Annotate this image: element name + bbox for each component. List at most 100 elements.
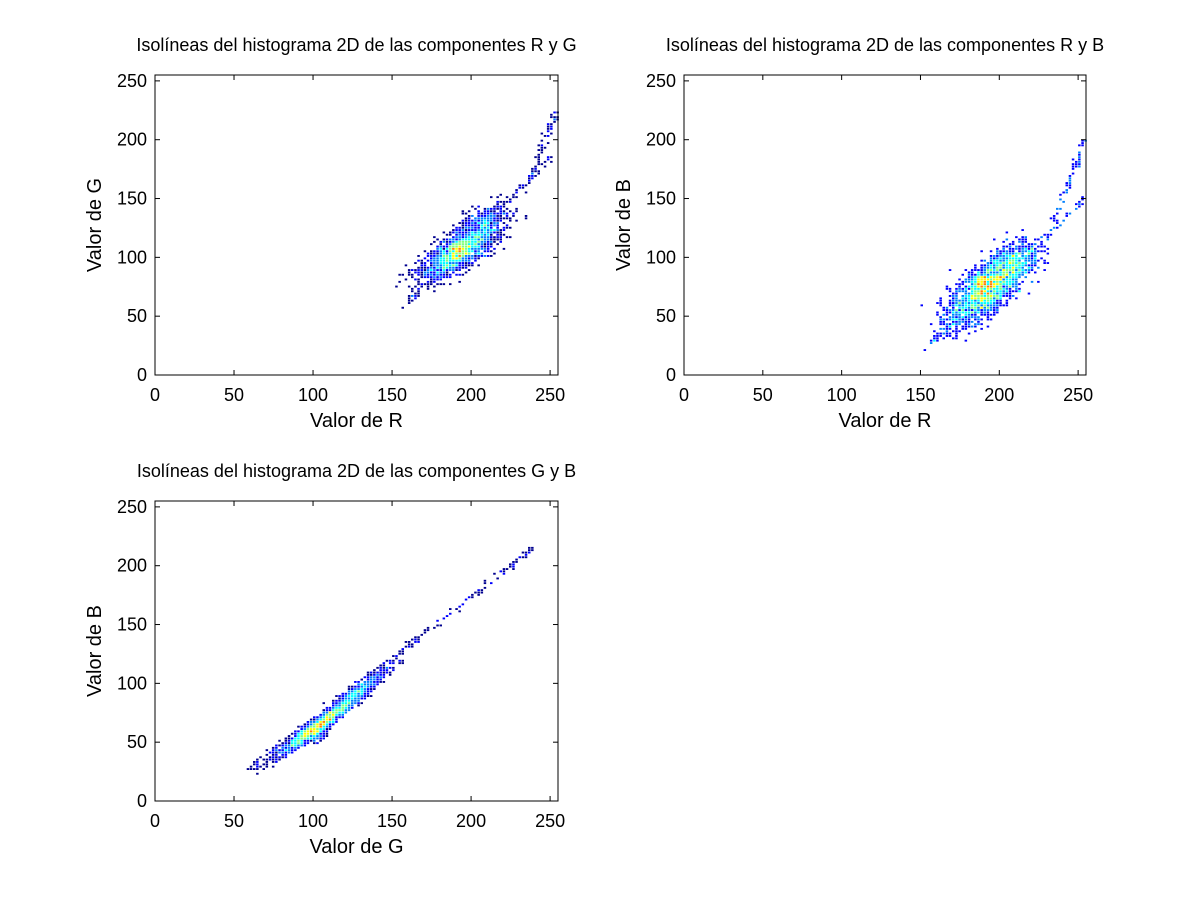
heatmap-cell	[543, 135, 547, 137]
heatmap-cell	[923, 349, 927, 351]
heatmap-cell	[449, 273, 452, 276]
heatmap-cell	[509, 200, 512, 203]
heatmap-cell	[341, 713, 344, 716]
heatmap-cell	[945, 309, 949, 311]
heatmap-cell	[486, 240, 490, 243]
heatmap-cell	[974, 280, 977, 283]
heatmap-cell	[974, 316, 977, 319]
heatmap-cell	[1005, 292, 1009, 295]
heatmap-cell	[313, 739, 316, 742]
heatmap-cell	[461, 257, 465, 260]
heatmap-cell	[1005, 290, 1009, 293]
heatmap-cell	[322, 709, 325, 712]
heatmap-cell	[983, 285, 986, 288]
heatmap-cell	[464, 271, 468, 274]
heatmap-cell	[986, 302, 990, 304]
heatmap-cell	[249, 765, 253, 768]
heatmap-cell	[499, 215, 502, 217]
heatmap-cell	[1078, 151, 1081, 154]
heatmap-cell	[537, 172, 540, 175]
heatmap-cell	[967, 280, 971, 283]
heatmap-cell	[537, 163, 540, 166]
heatmap-cell	[306, 725, 310, 728]
heatmap-cell	[980, 280, 983, 283]
heatmap-cell	[1002, 290, 1005, 293]
heatmap-cell	[1018, 247, 1021, 250]
heatmap-cell	[341, 704, 344, 707]
heatmap-cell	[486, 243, 490, 246]
heatmap-cell	[493, 205, 496, 208]
heatmap-cell	[335, 713, 338, 716]
heatmap-cell	[341, 702, 344, 705]
heatmap-cell	[477, 240, 480, 243]
heatmap-cell	[977, 269, 980, 271]
y-axis-label: Valor de B	[613, 179, 635, 271]
heatmap-cell	[338, 699, 341, 702]
heatmap-cell	[989, 306, 993, 309]
heatmap-cell	[1078, 200, 1081, 203]
heatmap-cell	[407, 269, 411, 271]
heatmap-cell	[436, 273, 439, 276]
heatmap-cell	[1081, 139, 1084, 142]
heatmap-cell	[281, 744, 284, 747]
heatmap-cell	[499, 217, 502, 220]
heatmap-cell	[357, 697, 360, 700]
heatmap-cell	[452, 259, 455, 262]
heatmap-cell	[357, 690, 360, 693]
heatmap-cell	[486, 233, 490, 236]
heatmap-cell	[502, 200, 506, 203]
heatmap-cell	[952, 313, 955, 316]
heatmap-cell	[499, 193, 502, 196]
heatmap-cell	[328, 728, 332, 730]
heatmap-cell	[499, 212, 502, 215]
heatmap-cell	[945, 325, 949, 328]
heatmap-cell	[493, 572, 496, 575]
heatmap-cell	[325, 711, 329, 714]
heatmap-cell	[309, 723, 313, 726]
heatmap-cell	[436, 269, 439, 271]
heatmap-cell	[445, 243, 449, 246]
heatmap-cell	[534, 175, 537, 177]
heatmap-cell	[948, 311, 952, 314]
heatmap-cell	[313, 730, 316, 733]
heatmap-cell	[546, 125, 550, 128]
heatmap-cell	[477, 231, 480, 234]
heatmap-cell	[313, 742, 316, 745]
heatmap-cell	[474, 229, 477, 231]
heatmap-cell	[986, 311, 990, 314]
heatmap-cell	[486, 212, 490, 215]
heatmap-cell	[379, 678, 382, 681]
heatmap-cell	[385, 659, 389, 662]
heatmap-cell	[955, 311, 958, 314]
heatmap-cell	[474, 231, 477, 234]
heatmap-cell	[993, 302, 996, 304]
heatmap-cell	[955, 323, 958, 326]
heatmap-cell	[1015, 285, 1018, 288]
heatmap-cell	[496, 577, 499, 580]
heatmap-cell	[986, 297, 990, 300]
heatmap-cell	[461, 255, 465, 257]
heatmap-cell	[449, 257, 452, 260]
heatmap-cell	[464, 233, 468, 236]
heatmap-cell	[490, 245, 493, 248]
heatmap-cell	[999, 283, 1002, 286]
heatmap-cell	[464, 266, 468, 269]
heatmap-cell	[442, 276, 446, 279]
heatmap-cell	[970, 283, 974, 286]
heatmap-cell	[1052, 215, 1056, 217]
heatmap-cell	[499, 236, 502, 239]
heatmap-cell	[996, 257, 999, 260]
heatmap-cell	[1008, 250, 1012, 253]
heatmap-cell	[989, 280, 993, 283]
heatmap-cell	[989, 287, 993, 290]
heatmap-cell	[325, 716, 329, 719]
heatmap-cell	[1015, 278, 1018, 281]
heatmap-cell	[474, 226, 477, 229]
heatmap-cell	[433, 259, 436, 262]
heatmap-cell	[996, 280, 999, 283]
heatmap-cell	[313, 725, 316, 728]
heatmap-cell	[300, 735, 303, 737]
heatmap-cell	[1005, 299, 1009, 302]
heatmap-cell	[1075, 160, 1078, 163]
heatmap-cell	[993, 290, 996, 293]
